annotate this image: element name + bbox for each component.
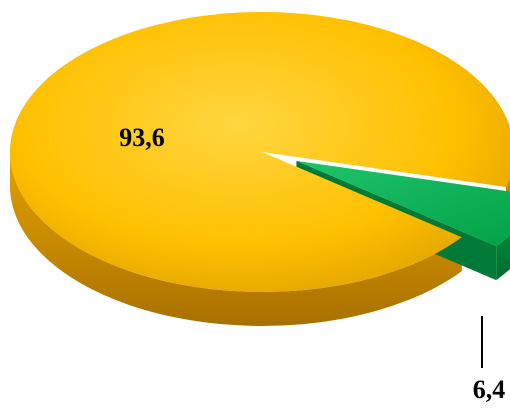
pie-slice-side-2 — [496, 235, 510, 281]
data-label-slice-2: 6,4 — [473, 375, 506, 404]
pie-slice-side-1 — [10, 152, 462, 327]
data-label-slice-1: 93,6 — [119, 123, 165, 152]
pie-slice-1 — [10, 12, 510, 292]
pie-slice-2 — [296, 160, 510, 247]
